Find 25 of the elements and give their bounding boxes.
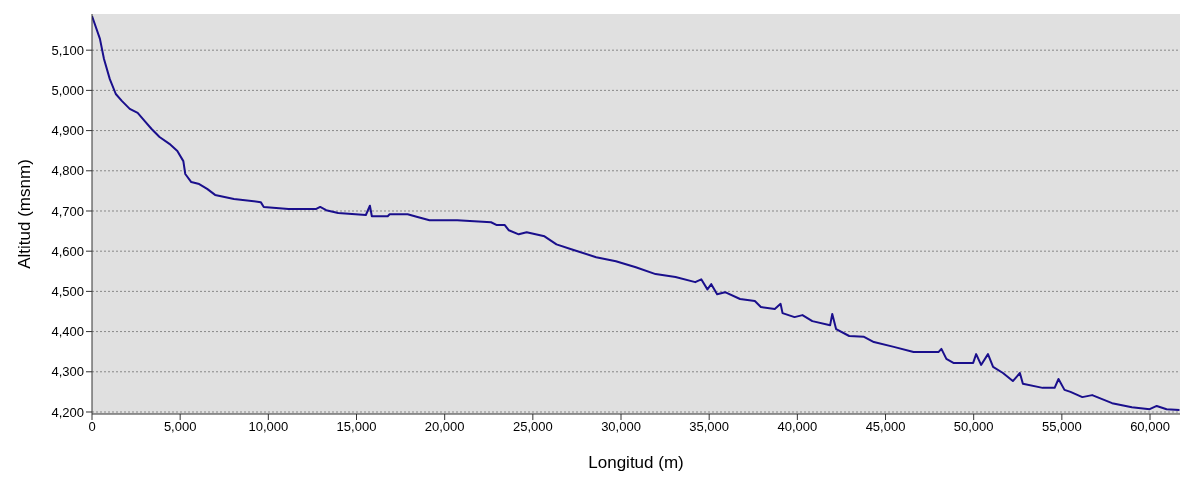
y-tick-label: 4,300 — [51, 364, 84, 380]
x-tick-label: 30,000 — [601, 419, 641, 435]
x-tick-label: 45,000 — [865, 419, 906, 435]
x-tick-label: 20,000 — [424, 419, 465, 435]
x-axis-title: Longitud (m) — [588, 453, 684, 472]
x-tick-label: 40,000 — [777, 419, 818, 435]
y-tick-label: 4,200 — [51, 404, 84, 420]
x-tick-label: 55,000 — [1041, 419, 1082, 435]
x-tick-label: 50,000 — [953, 419, 994, 435]
y-tick-label: 5,100 — [51, 42, 84, 58]
y-axis-title: Altitud (msnm) — [15, 159, 35, 269]
x-tick-label: 35,000 — [689, 419, 730, 435]
x-tick-label: 10,000 — [248, 419, 289, 435]
x-tick-label: 0 — [88, 419, 96, 435]
y-tick-label: 4,900 — [51, 123, 84, 139]
x-tick-label: 25,000 — [512, 419, 553, 435]
y-tick-label: 4,400 — [51, 324, 84, 340]
x-tick-label: 15,000 — [336, 419, 377, 435]
y-tick-label: 4,800 — [51, 163, 84, 179]
x-tick-label: 60,000 — [1130, 419, 1170, 435]
y-tick-label: 4,500 — [51, 284, 84, 299]
y-tick-label: 4,700 — [51, 203, 84, 219]
y-tick-label: 4,600 — [51, 243, 84, 259]
y-tick-label: 5,000 — [51, 83, 84, 98]
x-tick-label: 5,000 — [163, 419, 197, 435]
